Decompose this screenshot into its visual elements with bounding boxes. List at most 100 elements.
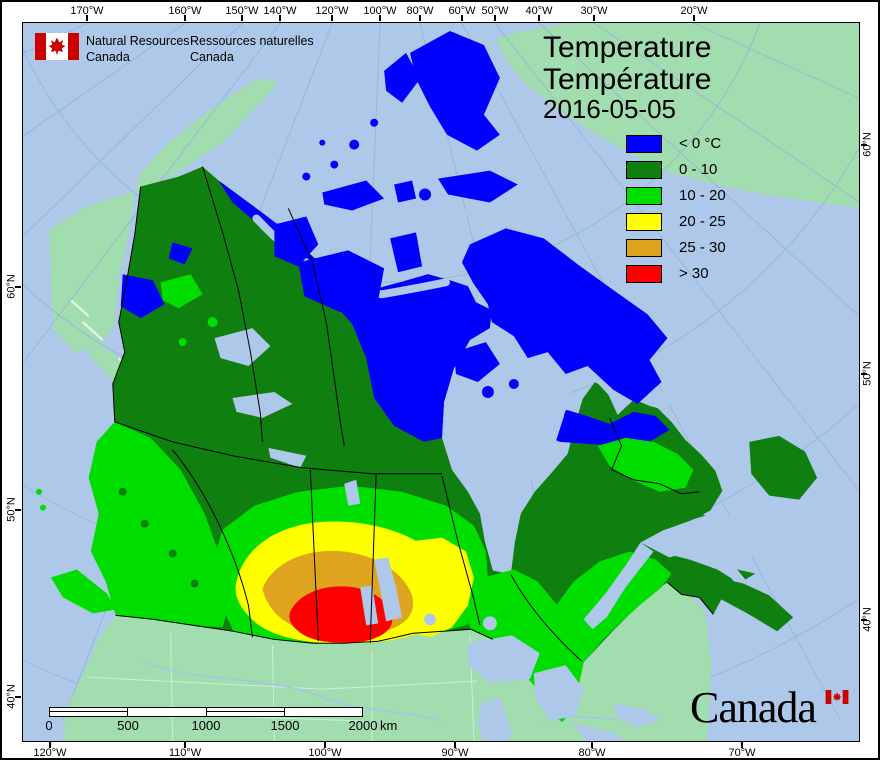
tick-mark (591, 742, 593, 748)
lon-label: 100°W (308, 747, 342, 759)
tick-mark (324, 742, 326, 748)
baffin-island (461, 228, 668, 404)
sixtieth-parallel-border (114, 421, 442, 475)
lon-label: 120°W (33, 747, 67, 759)
tick-mark (279, 15, 281, 21)
canada-wordmark: Canada (690, 683, 817, 732)
vancouver-island (50, 569, 117, 614)
scale-label: 1000 (191, 718, 221, 733)
lon-label: 30°W (580, 5, 608, 17)
coats-island (481, 385, 494, 398)
lake-superior (467, 635, 540, 684)
ontario-quebec-border (510, 574, 583, 662)
scale-unit: km (380, 718, 398, 733)
mansel-island (508, 379, 519, 389)
victoria-island (298, 250, 385, 313)
scale-segment (128, 708, 207, 716)
map-canvas (22, 22, 860, 742)
lon-label: 160°W (168, 5, 202, 17)
lon-label: 70°W (728, 747, 756, 759)
title-fr: Température (543, 63, 712, 96)
coastal-islands (35, 435, 818, 632)
lon-label: 80°W (406, 5, 434, 17)
tick-mark (861, 619, 867, 621)
bc-alberta-border (172, 449, 253, 638)
nova-scotia (717, 577, 794, 632)
prince-edward-island (737, 569, 756, 580)
scale-label: 1500 (270, 718, 300, 733)
legend-swatch (626, 265, 662, 283)
political-borders (112, 166, 714, 662)
warm-zone (235, 521, 474, 644)
lake-manitoba (360, 585, 379, 626)
scale-segment (50, 708, 129, 716)
tick-mark (861, 373, 867, 375)
tick-mark (15, 509, 21, 511)
legend-label: 0 - 10 (679, 161, 718, 178)
agency-name-en: Natural Resources Canada (86, 34, 190, 64)
bathurst-island (394, 180, 417, 203)
tick-mark (15, 286, 21, 288)
legend-label: 10 - 20 (679, 187, 726, 204)
lake-nipigon (482, 616, 497, 631)
legend-swatch (626, 135, 662, 153)
lake-michigan (477, 697, 512, 741)
tick-mark (241, 15, 243, 21)
lon-label: 60°W (448, 5, 476, 17)
alaska (48, 78, 279, 353)
lon-label: 50°W (481, 5, 509, 17)
yukon-nwt-border (202, 166, 263, 442)
tick-mark (593, 15, 595, 21)
lake-of-the-woods (424, 613, 437, 626)
tick-mark (331, 15, 333, 21)
map-title: Temperature Température (543, 32, 711, 96)
tick-mark (693, 15, 695, 21)
reindeer-lake (344, 479, 361, 506)
scale-label: 500 (117, 718, 139, 733)
legend-swatch (626, 239, 662, 257)
lakes (214, 328, 660, 741)
legend-swatch (626, 161, 662, 179)
haida-gwaii (35, 488, 42, 495)
tick-mark (15, 696, 21, 698)
tick-mark (184, 742, 186, 748)
anticosti-island (657, 503, 706, 522)
lon-label: 110°W (168, 747, 202, 759)
legend-swatch (626, 187, 662, 205)
prince-of-wales-island (390, 232, 423, 273)
great-bear-lake (214, 328, 271, 367)
scale-segment (206, 708, 285, 716)
legend-label: > 30 (679, 265, 709, 282)
tick-mark (861, 144, 867, 146)
tick-mark (741, 742, 743, 748)
lon-label: 90°W (441, 747, 469, 759)
lon-label: 100°W (363, 5, 397, 17)
tick-mark (538, 15, 540, 21)
lake-winnipeg (374, 557, 403, 622)
lon-label: 150°W (225, 5, 259, 17)
scale-label: 0 (45, 718, 53, 733)
tick-mark (49, 742, 51, 748)
great-slave-lake (232, 391, 293, 418)
us-state-lines (86, 633, 477, 741)
quebec-labrador-border (609, 417, 700, 495)
lon-label: 20°W (680, 5, 708, 17)
scale-bar (49, 707, 363, 717)
usa (62, 581, 712, 741)
zone-20-25-east (410, 537, 474, 638)
alaska-yukon-border (112, 186, 142, 422)
title-en: Temperature (543, 31, 712, 64)
map-date: 2016-05-05 (543, 94, 676, 124)
lon-label: 40°W (525, 5, 553, 17)
lake-huron (533, 665, 584, 722)
tick-mark (86, 15, 88, 21)
arctic-islands (274, 30, 668, 404)
wordmark-flag-icon (825, 690, 849, 704)
scale-label: 2000 (348, 718, 378, 733)
lake-athabasca (268, 447, 307, 468)
lancaster-sound (435, 203, 545, 238)
alberta-sask-border (309, 469, 319, 642)
legend-swatch (626, 213, 662, 231)
newfoundland (749, 435, 818, 500)
